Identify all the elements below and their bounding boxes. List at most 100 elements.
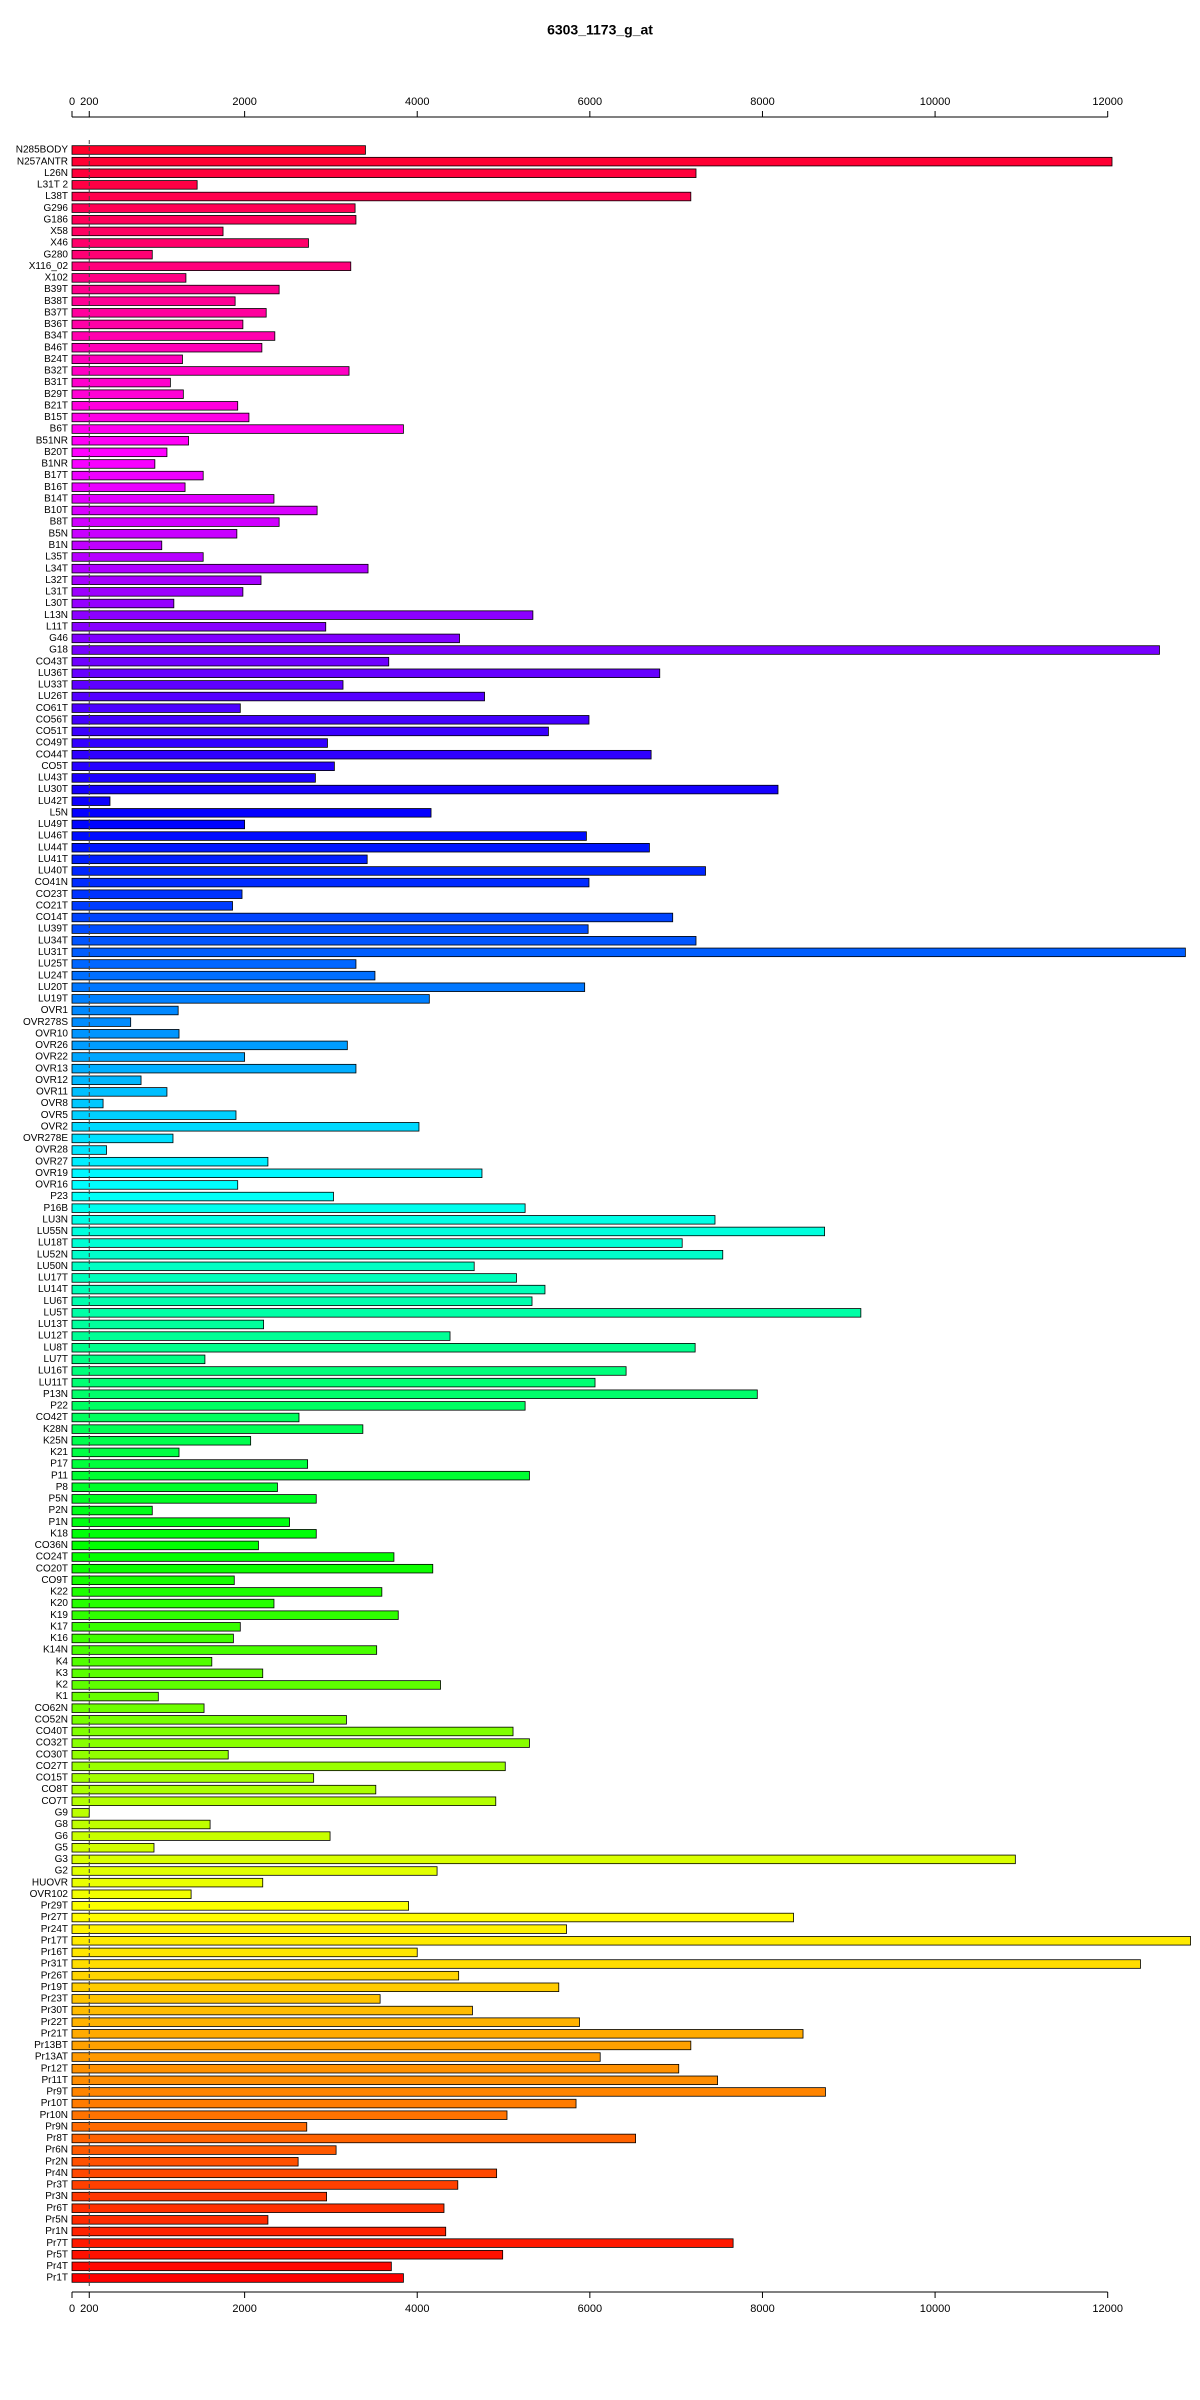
category-label: OVR12	[35, 1075, 68, 1086]
category-label: Pr23T	[41, 1994, 68, 2005]
bar	[71, 401, 239, 411]
category-label: Pr4T	[46, 2261, 68, 2272]
category-label: B39T	[44, 284, 68, 295]
category-label: LU18T	[38, 1238, 68, 1249]
bar	[71, 784, 779, 795]
bar	[71, 575, 262, 585]
x-tick-label: 8000	[750, 96, 774, 108]
bar	[71, 366, 350, 376]
category-label: B17T	[44, 470, 68, 481]
bar	[71, 319, 244, 330]
category-label: CO27T	[36, 1761, 68, 1772]
bar	[71, 610, 534, 620]
category-label: OVR1	[41, 1005, 69, 1016]
bar	[71, 1098, 104, 1109]
category-label: LU39T	[38, 924, 68, 935]
category-label: CO23T	[36, 889, 68, 900]
bar	[71, 1331, 451, 1341]
category-label: B8T	[50, 517, 68, 528]
category-label: B51NR	[36, 435, 68, 446]
category-label: B1N	[49, 540, 68, 551]
bar	[71, 656, 390, 667]
category-label: Pr10T	[41, 2098, 68, 2109]
category-label: CO36N	[35, 1540, 68, 1551]
category-label: OVR22	[35, 1052, 68, 1063]
bar	[71, 1063, 357, 1074]
category-label: Pr3T	[46, 2180, 68, 2191]
bar	[71, 1110, 237, 1120]
category-label: K18	[50, 1528, 68, 1539]
category-label: CO14T	[36, 912, 68, 923]
bar	[71, 1691, 159, 1702]
category-label: K21	[50, 1447, 68, 1458]
category-label: B34T	[44, 331, 68, 342]
bar	[71, 1273, 517, 1283]
category-label: Pr13BT	[34, 2040, 68, 2051]
category-label: L38T	[45, 191, 68, 202]
bar	[71, 1843, 155, 1853]
category-label: Pr1N	[45, 2226, 68, 2237]
category-label: LU19T	[38, 994, 68, 1005]
bar	[71, 1482, 278, 1492]
bar	[71, 1540, 259, 1551]
category-label: HUOVR	[32, 1877, 68, 1888]
category-label: X102	[45, 273, 69, 284]
category-label: B32T	[44, 366, 68, 377]
bar	[71, 1563, 434, 1574]
category-label: CO9T	[41, 1575, 68, 1586]
category-label: OVR13	[35, 1063, 68, 1074]
category-label: P13N	[43, 1389, 68, 1400]
bar	[71, 622, 327, 632]
category-label: G5	[55, 1842, 69, 1853]
x-tick-label: 10000	[920, 2303, 951, 2315]
bar	[71, 1715, 347, 1725]
category-label: LU46T	[38, 831, 68, 842]
bar	[71, 703, 241, 713]
category-label: CO15T	[36, 1773, 68, 1784]
category-label: L30T	[45, 598, 68, 609]
category-label: L31T 2	[37, 180, 68, 191]
bar	[71, 668, 661, 678]
bar	[71, 1424, 364, 1434]
category-label: OVR28	[35, 1145, 68, 1156]
category-label: G280	[44, 249, 69, 260]
bar	[71, 1029, 180, 1039]
bar	[71, 2203, 445, 2213]
bar	[71, 563, 369, 574]
bar	[71, 2063, 680, 2074]
bar	[71, 1703, 205, 1713]
bar	[71, 947, 1186, 958]
category-label: LU41T	[38, 854, 68, 865]
bar	[71, 2250, 504, 2260]
category-label: P22	[50, 1401, 68, 1412]
bar	[71, 1238, 683, 1248]
bar	[71, 831, 587, 841]
bar	[71, 2133, 636, 2144]
bar	[71, 459, 156, 469]
category-label: K14N	[43, 1645, 68, 1656]
category-label: LU40T	[38, 866, 68, 877]
category-label: B46T	[44, 342, 68, 353]
bar	[71, 1587, 383, 1597]
bar	[71, 691, 485, 702]
bar	[71, 273, 187, 283]
bar	[71, 1819, 211, 1830]
x-tick-label: 2000	[232, 96, 256, 108]
bar	[71, 215, 357, 225]
bar	[71, 377, 171, 388]
bar	[71, 645, 1160, 655]
bar	[71, 773, 316, 783]
category-label: LU49T	[38, 819, 68, 830]
category-label: OVR8	[41, 1098, 69, 1109]
bar	[71, 1354, 206, 1365]
category-label: G6	[55, 1831, 69, 1842]
bar	[71, 540, 163, 551]
category-label: OVR102	[30, 1889, 69, 1900]
category-label: B14T	[44, 493, 68, 504]
bar	[71, 1831, 331, 1841]
bar	[71, 1017, 132, 1027]
category-label: L26N	[44, 168, 68, 179]
bar	[71, 2180, 459, 2190]
category-label: LU43T	[38, 773, 68, 784]
